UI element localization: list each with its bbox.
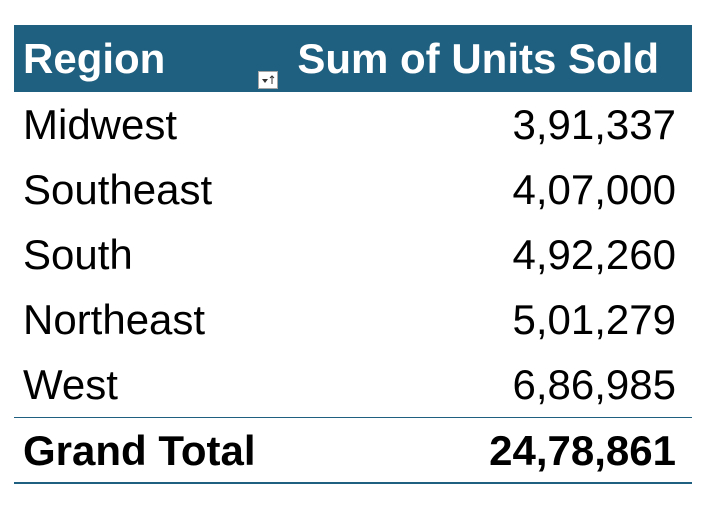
units-sold-cell[interactable]: 4,07,000 [512, 166, 677, 213]
pivot-table: Region Sum of Units Sold Midwest 3,91,33… [14, 25, 692, 484]
region-cell[interactable]: Northeast [23, 296, 206, 343]
units-sold-cell[interactable]: 5,01,279 [512, 296, 677, 343]
pivot-row[interactable]: South 4,92,260 [14, 222, 692, 287]
region-cell[interactable]: South [23, 231, 133, 278]
sum-of-units-sold-column-header[interactable]: Sum of Units Sold [297, 35, 659, 82]
pivot-header-row: Region Sum of Units Sold [14, 25, 692, 92]
grand-total-label[interactable]: Grand Total [23, 427, 256, 474]
units-sold-cell[interactable]: 4,92,260 [512, 231, 677, 278]
pivot-row[interactable]: Southeast 4,07,000 [14, 157, 692, 222]
region-cell[interactable]: Southeast [23, 166, 213, 213]
units-sold-cell[interactable]: 6,86,985 [512, 361, 677, 408]
units-sold-cell[interactable]: 3,91,337 [512, 101, 677, 148]
grand-total-value[interactable]: 24,78,861 [489, 427, 676, 474]
sort-filter-dropdown-button[interactable] [258, 71, 278, 89]
region-cell[interactable]: West [23, 361, 118, 408]
pivot-row[interactable]: Midwest 3,91,337 [14, 92, 692, 157]
region-column-header[interactable]: Region [23, 35, 166, 82]
pivot-row[interactable]: West 6,86,985 [14, 352, 692, 417]
pivot-row[interactable]: Northeast 5,01,279 [14, 287, 692, 352]
grand-total-row[interactable]: Grand Total 24,78,861 [14, 417, 692, 484]
sort-filter-dropdown-icon [262, 75, 275, 84]
region-cell[interactable]: Midwest [23, 101, 178, 148]
